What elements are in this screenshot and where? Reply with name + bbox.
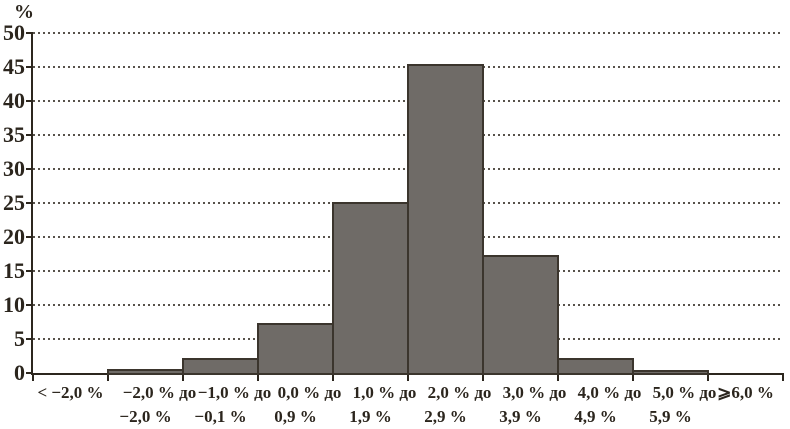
histogram-bar (107, 368, 184, 375)
y-tick-label: 50 (3, 20, 25, 45)
y-axis-tick (26, 134, 33, 136)
x-axis-tick (707, 373, 709, 381)
histogram-bar (557, 358, 634, 375)
y-tick-label: 20 (3, 224, 25, 249)
x-category-label: −2,0 % до −2,0 % (81, 381, 211, 429)
y-axis-tick (26, 270, 33, 272)
y-axis-tick (26, 372, 33, 374)
x-category-label: 2,0 % до 2,9 % (381, 381, 511, 429)
x-category-label: −1,0 % до −0,1 % (156, 381, 286, 429)
x-category-label-line1: 3,0 % до (502, 383, 567, 402)
x-category-label-line1: 1,0 % до (352, 383, 417, 402)
x-category-label-line1: −2,0 % до (122, 383, 197, 402)
x-axis-tick (782, 373, 784, 381)
x-category-label-line1: 4,0 % до (577, 383, 642, 402)
x-category-label-line2: 3,9 % (499, 407, 542, 426)
y-tick-label: 30 (3, 156, 25, 181)
y-axis-tick (26, 66, 33, 68)
x-category-label: 3,0 % до 3,9 % (456, 381, 586, 429)
plot-area (26, 32, 784, 381)
y-tick-label: 5 (14, 326, 25, 351)
y-tick-label: 10 (3, 292, 25, 317)
x-category-label-line1: 2,0 % до (427, 383, 492, 402)
x-category-label-line2: 0,9 % (274, 407, 317, 426)
x-category-label-line2 (681, 405, 790, 429)
x-category-label-line2: 1,9 % (349, 407, 392, 426)
x-category-label: ⩾6,0 % (681, 381, 790, 429)
x-category-label-line1: −1,0 % до (197, 383, 272, 402)
x-axis-tick (257, 373, 259, 381)
y-tick-label: 15 (3, 258, 25, 283)
x-category-label-line1: 0,0 % до (277, 383, 342, 402)
y-tick-label: 35 (3, 122, 25, 147)
x-axis-tick (107, 373, 109, 381)
histogram-bar (482, 254, 559, 375)
histogram-bar (632, 369, 709, 375)
x-category-label-line2: 5,9 % (649, 407, 692, 426)
x-axis-tick (557, 373, 559, 381)
y-tick-label: 45 (3, 54, 25, 79)
y-tick-label: 25 (3, 190, 25, 215)
x-category-label: 4,0 % до 4,9 % (531, 381, 661, 429)
x-axis-tick (182, 373, 184, 381)
histogram-bar (332, 202, 409, 375)
y-axis-tick (26, 32, 33, 34)
x-axis-tick (332, 373, 334, 381)
x-category-label-line1: ⩾6,0 % (717, 383, 774, 402)
histogram-bar (407, 64, 484, 375)
x-axis-tick (407, 373, 409, 381)
x-category-label-line1: < −2,0 % (37, 383, 104, 402)
y-axis-tick (26, 168, 33, 170)
y-tick-label: 0 (14, 360, 25, 385)
y-axis-unit-label: % (14, 1, 34, 23)
histogram-bar (257, 323, 334, 375)
x-category-label: < −2,0 % (6, 381, 136, 429)
x-category-label-line2: 2,9 % (424, 407, 467, 426)
x-axis-tick (32, 373, 34, 381)
y-axis-tick (26, 100, 33, 102)
x-category-label-line2: 4,9 % (574, 407, 617, 426)
x-category-label: 0,0 % до 0,9 % (231, 381, 361, 429)
x-axis-tick (482, 373, 484, 381)
y-axis-tick (26, 236, 33, 238)
y-axis-tick (26, 304, 33, 306)
gridline (33, 32, 783, 34)
y-axis-tick (26, 202, 33, 204)
y-axis-tick (26, 338, 33, 340)
x-category-label-line1: 5,0 % до (652, 383, 717, 402)
y-tick-label: 40 (3, 88, 25, 113)
x-category-label: 1,0 % до 1,9 % (306, 381, 436, 429)
x-axis-tick (632, 373, 634, 381)
x-category-label-line2: −2,0 % (119, 407, 172, 426)
x-category-label: 5,0 % до 5,9 % (606, 381, 736, 429)
histogram-bar (182, 358, 259, 375)
x-category-label-line2: −0,1 % (194, 407, 247, 426)
